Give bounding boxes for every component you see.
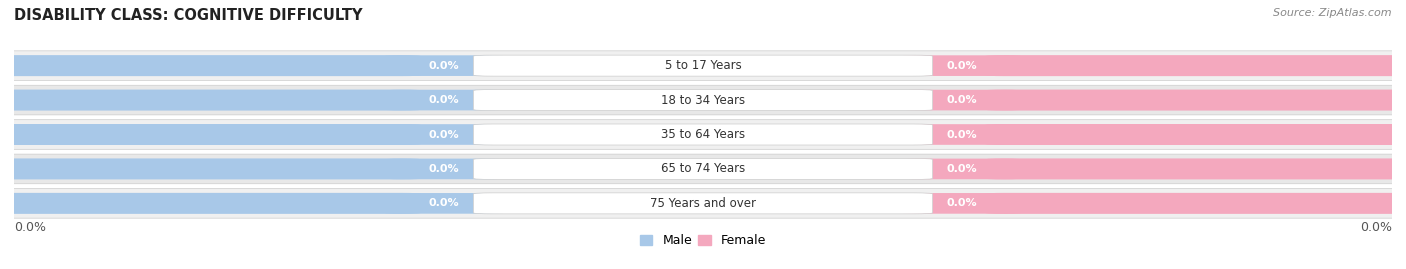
FancyBboxPatch shape [0, 158, 420, 179]
Text: 0.0%: 0.0% [14, 221, 46, 234]
FancyBboxPatch shape [903, 124, 1021, 145]
FancyBboxPatch shape [0, 124, 420, 145]
FancyBboxPatch shape [385, 90, 503, 110]
Text: 0.0%: 0.0% [946, 198, 977, 208]
FancyBboxPatch shape [903, 55, 1021, 76]
FancyBboxPatch shape [0, 189, 1406, 218]
FancyBboxPatch shape [385, 193, 503, 214]
Text: 18 to 34 Years: 18 to 34 Years [661, 94, 745, 107]
FancyBboxPatch shape [385, 55, 503, 76]
Text: 0.0%: 0.0% [946, 129, 977, 140]
FancyBboxPatch shape [385, 159, 503, 179]
Text: 65 to 74 Years: 65 to 74 Years [661, 162, 745, 175]
Text: Source: ZipAtlas.com: Source: ZipAtlas.com [1274, 8, 1392, 18]
Text: 0.0%: 0.0% [1360, 221, 1392, 234]
FancyBboxPatch shape [903, 193, 1021, 214]
Text: 0.0%: 0.0% [946, 61, 977, 71]
FancyBboxPatch shape [0, 51, 1406, 80]
FancyBboxPatch shape [986, 124, 1406, 145]
Text: 0.0%: 0.0% [429, 61, 460, 71]
Text: 75 Years and over: 75 Years and over [650, 197, 756, 210]
FancyBboxPatch shape [0, 85, 1406, 115]
FancyBboxPatch shape [986, 55, 1406, 76]
FancyBboxPatch shape [0, 154, 1406, 184]
FancyBboxPatch shape [474, 158, 932, 179]
Text: 35 to 64 Years: 35 to 64 Years [661, 128, 745, 141]
Text: DISABILITY CLASS: COGNITIVE DIFFICULTY: DISABILITY CLASS: COGNITIVE DIFFICULTY [14, 8, 363, 23]
FancyBboxPatch shape [474, 55, 932, 76]
FancyBboxPatch shape [986, 193, 1406, 214]
Text: 0.0%: 0.0% [429, 198, 460, 208]
Text: 0.0%: 0.0% [429, 95, 460, 105]
FancyBboxPatch shape [0, 120, 1406, 149]
Text: 5 to 17 Years: 5 to 17 Years [665, 59, 741, 72]
FancyBboxPatch shape [986, 158, 1406, 179]
FancyBboxPatch shape [474, 193, 932, 214]
FancyBboxPatch shape [474, 90, 932, 111]
Legend: Male, Female: Male, Female [636, 229, 770, 252]
FancyBboxPatch shape [986, 90, 1406, 111]
FancyBboxPatch shape [903, 159, 1021, 179]
FancyBboxPatch shape [0, 90, 420, 111]
FancyBboxPatch shape [903, 90, 1021, 110]
Text: 0.0%: 0.0% [429, 129, 460, 140]
Text: 0.0%: 0.0% [946, 95, 977, 105]
FancyBboxPatch shape [385, 124, 503, 145]
FancyBboxPatch shape [474, 124, 932, 145]
Text: 0.0%: 0.0% [429, 164, 460, 174]
FancyBboxPatch shape [0, 55, 420, 76]
FancyBboxPatch shape [0, 193, 420, 214]
Text: 0.0%: 0.0% [946, 164, 977, 174]
